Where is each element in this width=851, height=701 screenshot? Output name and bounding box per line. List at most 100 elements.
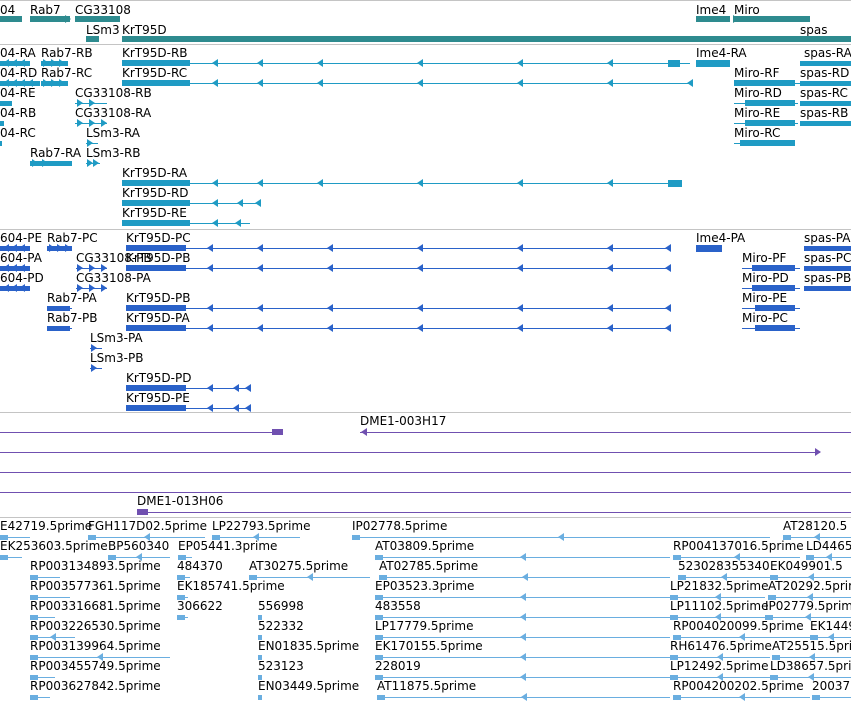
cds-feature-label[interactable]: LSm3-PA [90,331,143,345]
gene-feature-label[interactable]: Rab7 [30,3,61,17]
cds-feature-label[interactable]: Miro-PC [742,311,788,325]
est-feature-label[interactable]: EK170155.5prime [375,639,483,653]
clone-feature-label[interactable]: DME1-013H06 [137,494,224,508]
est-feature-label[interactable]: E42719.5prime [0,519,93,533]
exon-block[interactable] [772,655,780,660]
cds-feature-label[interactable]: CG33108-PA [76,271,151,285]
exon-block[interactable] [668,60,680,67]
exon-block[interactable] [800,101,851,106]
exon-block[interactable] [249,575,257,580]
est-feature-label[interactable]: 484370 [177,559,223,573]
gene-feature-label[interactable]: CG33108 [75,3,131,17]
exon-block[interactable] [352,535,360,540]
cds-feature-label[interactable]: Rab7-PB [47,311,98,325]
exon-block[interactable] [30,161,72,166]
est-feature-label[interactable]: EP05441.3prime [178,539,278,553]
exon-block[interactable] [375,635,383,640]
exon-block[interactable] [673,635,681,640]
exon-block[interactable] [47,306,70,311]
est-feature-label[interactable]: 522332 [258,619,304,633]
exon-block[interactable] [752,285,795,291]
cds-feature-label[interactable]: spas-PA [804,231,851,245]
exon-block[interactable] [0,141,2,146]
est-feature-label[interactable]: LP22793.5prime [212,519,311,533]
exon-block[interactable] [30,595,38,600]
exon-block[interactable] [30,695,38,700]
cds-feature-label[interactable]: CG33108-PB [76,251,152,265]
est-feature-label[interactable]: RP004200202.5prime [673,679,804,693]
est-feature-label[interactable]: 556998 [258,599,304,613]
exon-block[interactable] [30,615,38,620]
exon-block[interactable] [755,305,795,311]
gene-feature-label[interactable]: Ime4 [696,3,727,17]
exon-block[interactable] [375,615,383,620]
exon-block[interactable] [375,555,383,560]
exon-block[interactable] [258,635,262,640]
exon-block[interactable] [806,555,814,560]
exon-block[interactable] [696,245,722,252]
cds-feature-label[interactable]: 604-PA [0,251,42,265]
clone-feature-label[interactable]: DME1-003H17 [360,414,447,428]
est-feature-label[interactable]: EN03449.5prime [258,679,360,693]
transcript-feature-label[interactable]: 04-RE [0,86,36,100]
exon-block[interactable] [783,535,791,540]
exon-block[interactable] [696,60,730,67]
est-feature-label[interactable]: 20037 [812,679,851,693]
exon-block[interactable] [752,265,795,271]
exon-block[interactable] [177,575,185,580]
est-feature-label[interactable]: AT25515.5prime [772,639,851,653]
exon-block[interactable] [122,36,851,42]
transcript-feature-label[interactable]: 04-RC [0,126,36,140]
est-feature-label[interactable]: IP02779.5prime [765,599,851,613]
exon-block[interactable] [379,575,387,580]
exon-block[interactable] [178,555,186,560]
exon-block[interactable] [745,120,795,126]
transcript-feature-label[interactable]: Rab7-RA [30,146,82,160]
transcript-feature-label[interactable]: Rab7-RC [41,66,93,80]
transcript-feature-label[interactable]: 04-RA [0,46,36,60]
exon-block[interactable] [668,180,682,187]
est-feature-label[interactable]: AT11875.5prime [377,679,477,693]
exon-block[interactable] [122,200,190,206]
gene-feature-label[interactable]: LSm3 [86,23,120,37]
exon-block[interactable] [770,575,778,580]
gene-feature-label[interactable]: spas [800,23,828,37]
transcript-feature-label[interactable]: KrT95D-RC [122,66,188,80]
exon-block[interactable] [377,695,385,700]
exon-block[interactable] [108,555,116,560]
exon-block[interactable] [177,615,185,620]
exon-block[interactable] [0,101,12,106]
est-feature-label[interactable]: LP11102.5prime [670,599,769,613]
transcript-feature-label[interactable]: KrT95D-RB [122,46,188,60]
exon-block[interactable] [75,16,120,22]
exon-block[interactable] [122,180,190,186]
exon-block[interactable] [375,595,383,600]
est-feature-label[interactable]: FGH117D02.5prime [88,519,208,533]
est-feature-label[interactable]: LD38657.5prime [770,659,851,673]
est-feature-label[interactable]: AT28120.5 [783,519,848,533]
exon-block[interactable] [755,325,795,331]
exon-block[interactable] [30,575,38,580]
est-feature-label[interactable]: AT03809.5prime [375,539,475,553]
exon-block[interactable] [258,615,262,620]
est-feature-label[interactable]: AT02785.5prime [379,559,479,573]
exon-block[interactable] [88,535,96,540]
cds-feature-label[interactable]: KrT95D-PC [126,231,191,245]
exon-block[interactable] [678,575,686,580]
exon-block[interactable] [137,509,148,515]
est-feature-label[interactable]: RH61476.5prime [670,639,772,653]
transcript-feature-label[interactable]: spas-RA [804,46,851,60]
est-feature-label[interactable]: LP12492.5prime [670,659,769,673]
exon-block[interactable] [47,326,70,331]
cds-feature-label[interactable]: spas-PC [804,251,851,265]
exon-block[interactable] [804,266,851,271]
transcript-feature-label[interactable]: Miro-RC [734,126,781,140]
transcript-feature-label[interactable]: 04-RD [0,66,38,80]
exon-block[interactable] [673,555,681,560]
est-feature-label[interactable]: AT20292.5prime [768,579,851,593]
exon-block[interactable] [258,655,262,660]
exon-block[interactable] [696,16,730,22]
transcript-feature-label[interactable]: Rab7-RB [41,46,93,60]
transcript-feature-label[interactable]: 04-RB [0,106,37,120]
transcript-feature-label[interactable]: KrT95D-RE [122,206,187,220]
